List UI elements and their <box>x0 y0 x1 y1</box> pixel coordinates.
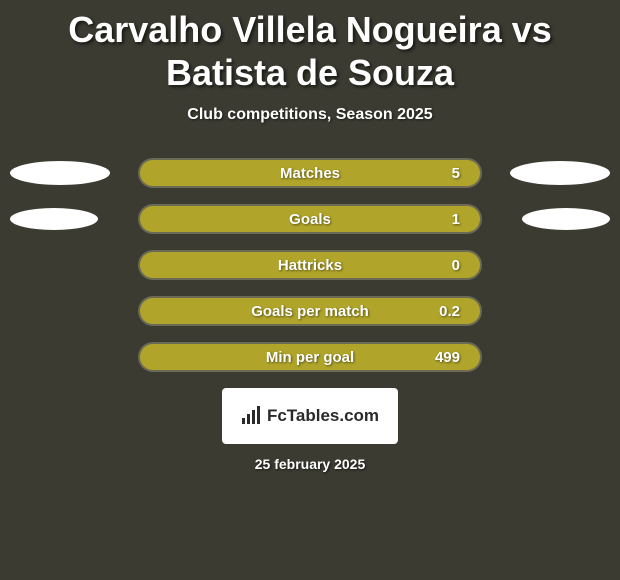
stat-bar-track: Min per goal499 <box>138 342 482 372</box>
stat-value-right: 0.2 <box>439 296 460 326</box>
stat-label: Hattricks <box>138 250 482 280</box>
stat-row: Min per goal499 <box>0 342 620 372</box>
logo-box: FcTables.com <box>222 388 398 444</box>
stat-value-right: 0 <box>452 250 460 280</box>
stat-label: Goals <box>138 204 482 234</box>
stat-value-right: 499 <box>435 342 460 372</box>
stat-row: Goals1 <box>0 204 620 234</box>
stat-value-right: 5 <box>452 158 460 188</box>
player-right-ellipse <box>510 161 610 185</box>
logo-text: FcTables.com <box>267 406 379 426</box>
subtitle: Club competitions, Season 2025 <box>0 106 620 124</box>
date-text: 25 february 2025 <box>0 456 620 472</box>
stat-label: Matches <box>138 158 482 188</box>
stat-row: Goals per match0.2 <box>0 296 620 326</box>
stat-value-right: 1 <box>452 204 460 234</box>
stat-bar-track: Goals per match0.2 <box>138 296 482 326</box>
stat-bar-track: Goals1 <box>138 204 482 234</box>
player-right-ellipse <box>522 208 610 230</box>
stat-label: Min per goal <box>138 342 482 372</box>
stat-label: Goals per match <box>138 296 482 326</box>
stat-rows: Matches5Goals1Hattricks0Goals per match0… <box>0 158 620 372</box>
stat-bar-track: Hattricks0 <box>138 250 482 280</box>
stat-row: Hattricks0 <box>0 250 620 280</box>
bars-icon <box>241 406 261 426</box>
page-title: Carvalho Villela Nogueira vs Batista de … <box>0 0 620 106</box>
comparison-infographic: Carvalho Villela Nogueira vs Batista de … <box>0 0 620 580</box>
player-left-ellipse <box>10 161 110 185</box>
stat-bar-track: Matches5 <box>138 158 482 188</box>
stat-row: Matches5 <box>0 158 620 188</box>
player-left-ellipse <box>10 208 98 230</box>
